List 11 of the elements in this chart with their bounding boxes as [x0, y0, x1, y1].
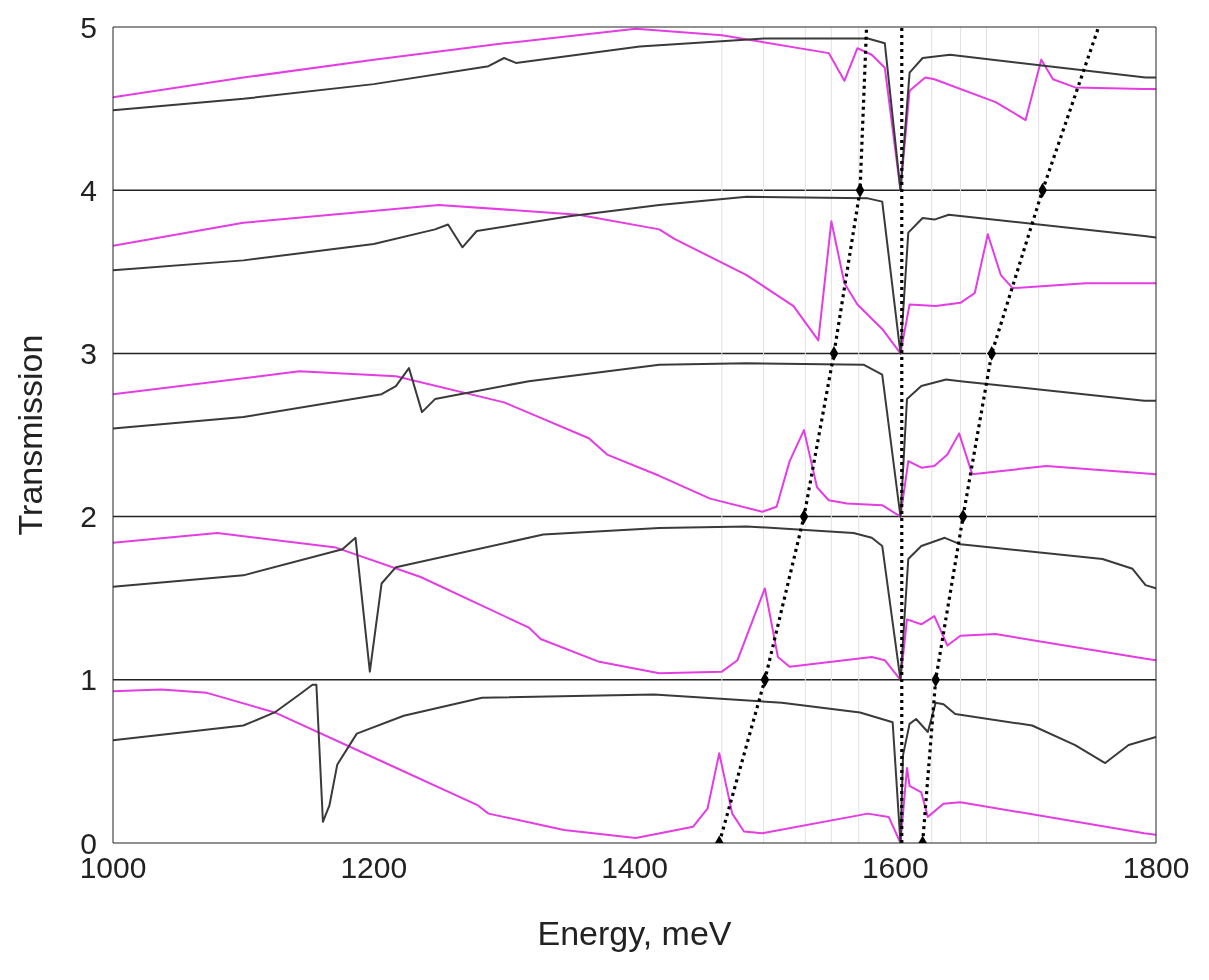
x-tick-label: 1600 [861, 851, 929, 885]
y-tick-label: 4 [80, 173, 97, 207]
y-axis-title: Transmission [11, 334, 50, 536]
y-tick-label: 3 [80, 337, 97, 371]
y-tick-label: 1 [80, 663, 97, 697]
x-tick-label: 1200 [340, 851, 408, 885]
x-tick-label: 1800 [1122, 851, 1190, 885]
y-tick-label: 5 [80, 10, 97, 44]
x-axis-title: Energy, meV [537, 914, 732, 952]
x-tick-label: 1400 [601, 851, 668, 885]
y-tick-label: 2 [80, 500, 97, 534]
